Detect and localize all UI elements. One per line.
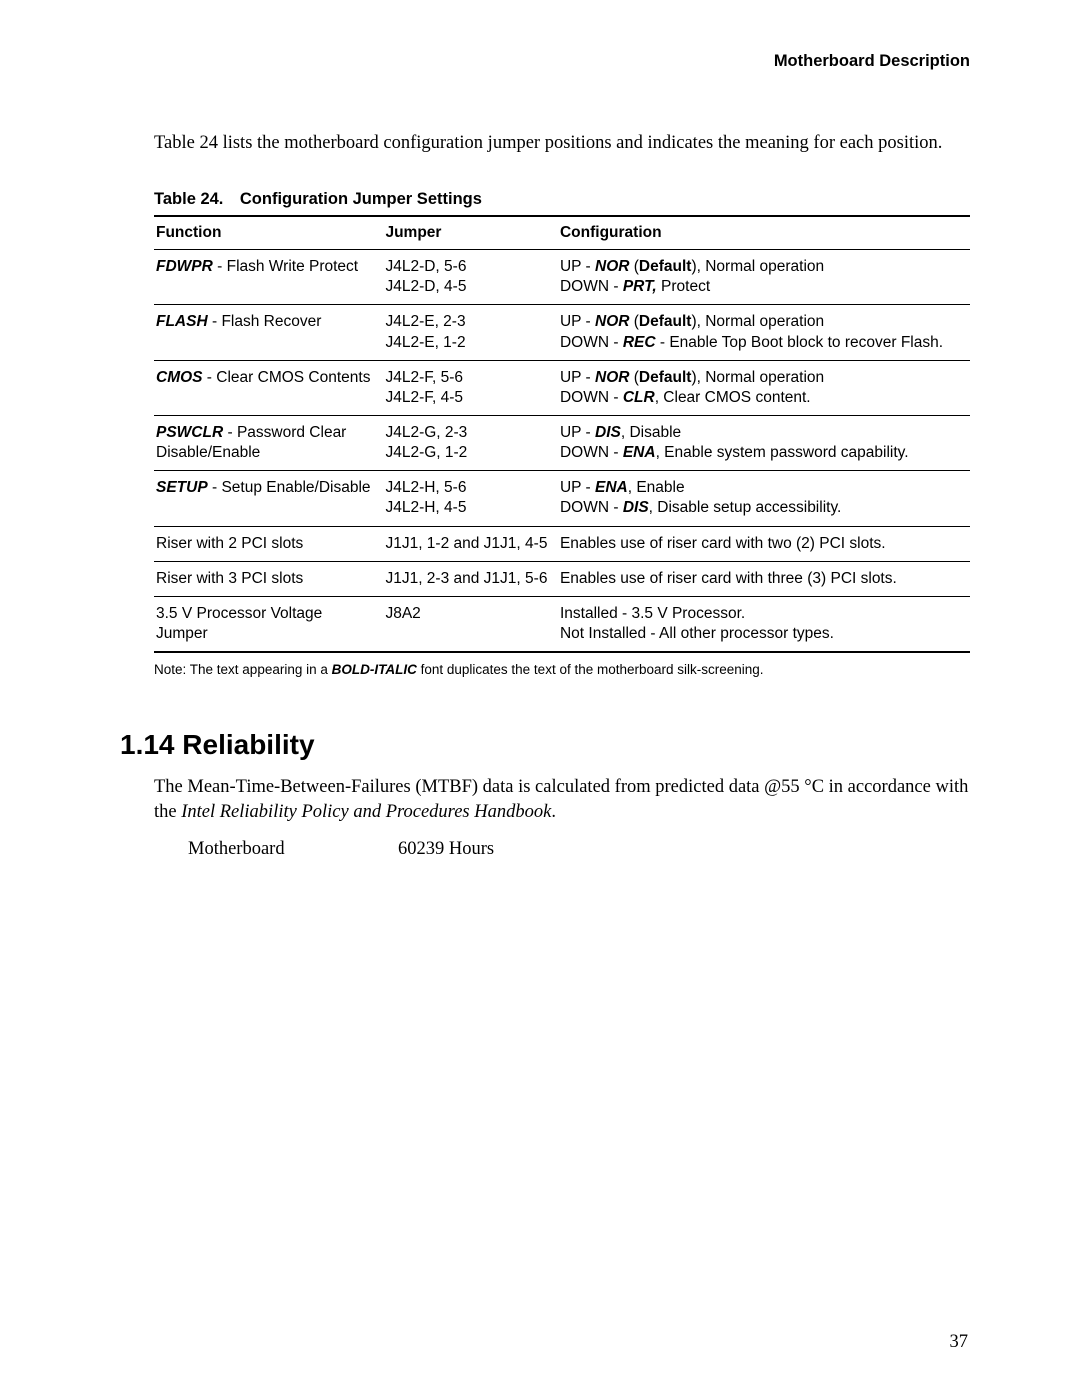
table-row: 3.5 V Processor Voltage JumperJ8A2Instal… [154, 596, 970, 652]
cell-function: FDWPR - Flash Write Protect [154, 250, 383, 305]
page-number: 37 [950, 1332, 969, 1353]
cell-configuration: UP - NOR (Default), Normal operationDOWN… [558, 305, 970, 360]
table-row: FDWPR - Flash Write ProtectJ4L2-D, 5-6J4… [154, 250, 970, 305]
mtbf-row: Motherboard60239 Hours [188, 839, 970, 860]
col-header-function: Function [154, 216, 383, 250]
cell-jumper: J4L2-H, 5-6J4L2-H, 4-5 [383, 471, 558, 526]
cell-configuration: Installed - 3.5 V Processor.Not Installe… [558, 596, 970, 652]
cell-function: SETUP - Setup Enable/Disable [154, 471, 383, 526]
section-heading-reliability: 1.14 Reliability [120, 729, 970, 761]
note-bold-italic: BOLD-ITALIC [332, 662, 417, 677]
table-row: CMOS - Clear CMOS ContentsJ4L2-F, 5-6J4L… [154, 360, 970, 415]
table-header-row: Function Jumper Configuration [154, 216, 970, 250]
cell-jumper: J8A2 [383, 596, 558, 652]
cell-configuration: UP - NOR (Default), Normal operationDOWN… [558, 360, 970, 415]
cell-jumper: J4L2-D, 5-6J4L2-D, 4-5 [383, 250, 558, 305]
reliability-text-post: . [551, 802, 556, 822]
table-caption: Table 24. Configuration Jumper Settings [154, 190, 970, 209]
table-row: SETUP - Setup Enable/DisableJ4L2-H, 5-6J… [154, 471, 970, 526]
note-text-pre: Note: The text appearing in a [154, 662, 332, 677]
note-text-post: font duplicates the text of the motherbo… [417, 662, 764, 677]
cell-jumper: J1J1, 1-2 and J1J1, 4-5 [383, 526, 558, 561]
reliability-paragraph: The Mean-Time-Between-Failures (MTBF) da… [154, 775, 970, 825]
cell-function: Riser with 2 PCI slots [154, 526, 383, 561]
table-row: FLASH - Flash RecoverJ4L2-E, 2-3J4L2-E, … [154, 305, 970, 360]
cell-function: CMOS - Clear CMOS Contents [154, 360, 383, 415]
cell-configuration: UP - ENA, EnableDOWN - DIS, Disable setu… [558, 471, 970, 526]
cell-function: Riser with 3 PCI slots [154, 561, 383, 596]
table-row: Riser with 3 PCI slotsJ1J1, 2-3 and J1J1… [154, 561, 970, 596]
reliability-italic: Intel Reliability Policy and Procedures … [181, 802, 551, 822]
table-footnote: Note: The text appearing in a BOLD-ITALI… [154, 662, 970, 677]
cell-function: PSWCLR - Password Clear Disable/Enable [154, 415, 383, 470]
col-header-jumper: Jumper [383, 216, 558, 250]
mtbf-label: Motherboard [188, 839, 398, 860]
table-row: Riser with 2 PCI slotsJ1J1, 1-2 and J1J1… [154, 526, 970, 561]
cell-configuration: Enables use of riser card with two (2) P… [558, 526, 970, 561]
col-header-configuration: Configuration [558, 216, 970, 250]
cell-function: 3.5 V Processor Voltage Jumper [154, 596, 383, 652]
running-header: Motherboard Description [120, 52, 970, 71]
jumper-settings-table: Function Jumper Configuration FDWPR - Fl… [154, 215, 970, 653]
cell-function: FLASH - Flash Recover [154, 305, 383, 360]
cell-jumper: J4L2-G, 2-3J4L2-G, 1-2 [383, 415, 558, 470]
cell-jumper: J4L2-F, 5-6J4L2-F, 4-5 [383, 360, 558, 415]
cell-configuration: UP - NOR (Default), Normal operationDOWN… [558, 250, 970, 305]
intro-paragraph: Table 24 lists the motherboard configura… [154, 131, 970, 156]
cell-jumper: J4L2-E, 2-3J4L2-E, 1-2 [383, 305, 558, 360]
cell-jumper: J1J1, 2-3 and J1J1, 5-6 [383, 561, 558, 596]
cell-configuration: Enables use of riser card with three (3)… [558, 561, 970, 596]
cell-configuration: UP - DIS, DisableDOWN - ENA, Enable syst… [558, 415, 970, 470]
table-row: PSWCLR - Password Clear Disable/EnableJ4… [154, 415, 970, 470]
mtbf-value: 60239 Hours [398, 839, 494, 859]
